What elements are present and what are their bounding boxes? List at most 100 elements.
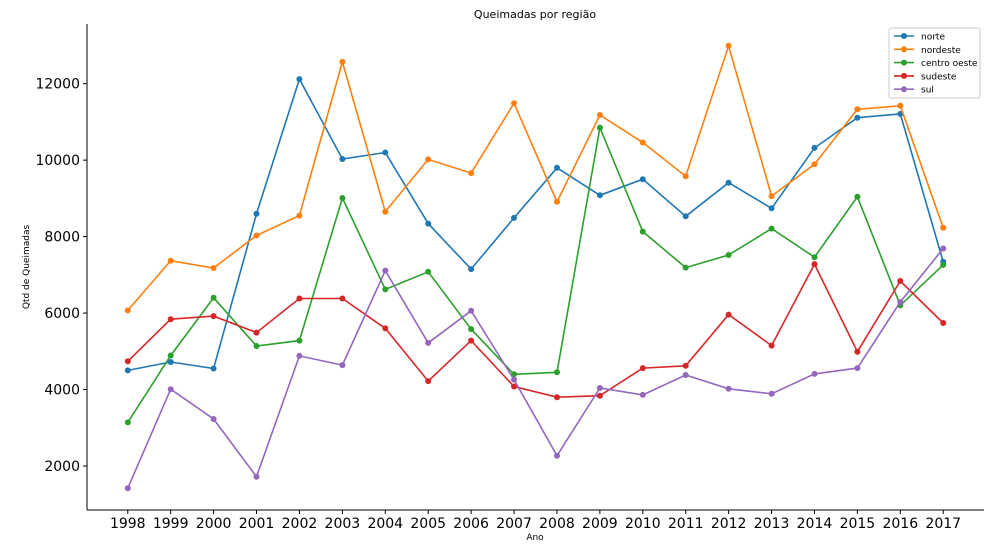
- y-axis-ticks: 2000 4000 6000 8000 10000 12000: [35, 77, 87, 475]
- data-point-norte: [339, 156, 346, 162]
- data-point-sudeste: [511, 383, 517, 390]
- x-tick-label: 2012: [711, 516, 747, 532]
- legend-label-norte: norte: [921, 33, 945, 43]
- data-point-nordeste: [639, 139, 646, 146]
- x-tick-label: 2003: [325, 516, 361, 532]
- data-point-nordeste: [468, 170, 475, 177]
- legend: norte nordeste centro oeste sudeste sul: [888, 27, 981, 99]
- data-point-sudeste: [425, 378, 432, 385]
- x-tick-label: 2002: [282, 516, 318, 532]
- x-tick-label: 2011: [668, 516, 704, 532]
- series-norte: [124, 76, 947, 374]
- data-point-centro-oeste: [554, 369, 560, 376]
- data-point-sudeste: [725, 311, 732, 318]
- x-tick-label: 2004: [367, 516, 403, 532]
- data-point-sul: [339, 362, 346, 369]
- data-point-nordeste: [296, 212, 303, 219]
- data-point-sul: [768, 390, 775, 397]
- x-tick-label: 2001: [239, 516, 275, 532]
- data-point-sudeste: [897, 278, 904, 284]
- series-sul: [124, 245, 947, 492]
- series-nordeste: [124, 42, 947, 314]
- data-point-sul: [382, 267, 389, 274]
- data-point-sudeste: [253, 329, 260, 336]
- data-point-sudeste: [339, 295, 346, 302]
- data-point-nordeste: [339, 58, 346, 65]
- data-point-norte: [768, 205, 775, 212]
- data-point-norte: [682, 213, 689, 220]
- data-point-nordeste: [940, 224, 947, 231]
- series-line-nordeste: [127, 43, 944, 311]
- data-point-centro-oeste: [768, 225, 775, 232]
- data-point-sudeste: [811, 261, 818, 268]
- data-point-nordeste: [253, 232, 260, 239]
- data-point-centro-oeste: [854, 193, 861, 200]
- x-axis-label: Ano: [526, 533, 544, 543]
- data-point-nordeste: [811, 161, 818, 168]
- data-point-sul: [725, 385, 732, 392]
- data-point-centro-oeste: [725, 252, 732, 258]
- x-tick-label: 2014: [797, 516, 833, 532]
- data-point-norte: [124, 367, 131, 374]
- data-point-sul: [210, 416, 217, 422]
- data-point-sudeste: [554, 394, 560, 401]
- series-line-centro-oeste: [127, 124, 944, 423]
- y-tick-label: 8000: [44, 230, 80, 246]
- legend-marker-nordeste: [901, 46, 907, 53]
- data-point-norte: [468, 266, 475, 273]
- data-point-sul: [897, 299, 904, 305]
- series-centro-oeste: [124, 124, 947, 426]
- data-point-sudeste: [296, 295, 303, 302]
- legend-marker-centro-oeste: [901, 59, 907, 66]
- data-point-sudeste: [468, 337, 475, 344]
- legend-frame: [888, 27, 981, 99]
- data-point-sudeste: [682, 362, 689, 369]
- data-point-nordeste: [768, 193, 775, 200]
- data-point-nordeste: [124, 307, 131, 314]
- data-point-nordeste: [554, 198, 560, 205]
- data-point-sul: [682, 372, 689, 378]
- y-tick-label: 2000: [44, 459, 80, 475]
- x-tick-label: 2013: [754, 516, 790, 532]
- x-tick-label: 2017: [925, 516, 961, 532]
- data-point-norte: [382, 149, 389, 156]
- data-point-nordeste: [425, 156, 432, 163]
- x-tick-label: 2005: [410, 516, 446, 532]
- data-point-norte: [854, 114, 861, 121]
- legend-label-sul: sul: [921, 86, 934, 96]
- data-point-sul: [854, 365, 861, 372]
- y-tick-label: 6000: [44, 306, 80, 322]
- data-point-norte: [253, 210, 260, 217]
- plot-area: [124, 42, 947, 492]
- data-point-sudeste: [768, 342, 775, 349]
- data-point-nordeste: [382, 208, 389, 215]
- data-point-norte: [554, 164, 560, 171]
- data-point-centro-oeste: [596, 124, 603, 131]
- data-point-nordeste: [725, 42, 732, 49]
- data-point-sudeste: [124, 358, 131, 365]
- x-tick-label: 2009: [582, 516, 618, 532]
- data-point-norte: [725, 179, 732, 186]
- data-point-centro-oeste: [940, 261, 947, 268]
- data-point-sul: [596, 385, 603, 391]
- data-point-centro-oeste: [339, 195, 346, 201]
- x-tick-label: 2006: [453, 516, 489, 532]
- y-tick-label: 4000: [44, 383, 80, 399]
- x-tick-label: 2000: [196, 516, 232, 532]
- data-point-sul: [554, 452, 560, 459]
- legend-label-centro-oeste: centro oeste: [921, 59, 978, 69]
- data-point-norte: [811, 144, 818, 151]
- data-point-norte: [425, 220, 432, 227]
- data-point-sul: [425, 339, 432, 346]
- data-point-sul: [639, 391, 646, 398]
- data-point-nordeste: [682, 173, 689, 180]
- data-point-sudeste: [167, 316, 174, 323]
- data-point-sudeste: [854, 348, 861, 355]
- series-line-sul: [127, 247, 944, 489]
- x-tick-label: 2015: [840, 516, 876, 532]
- data-point-centro-oeste: [167, 352, 174, 359]
- x-tick-label: 1998: [110, 516, 146, 532]
- legend-label-sudeste: sudeste: [921, 72, 957, 82]
- data-point-sul: [124, 485, 131, 492]
